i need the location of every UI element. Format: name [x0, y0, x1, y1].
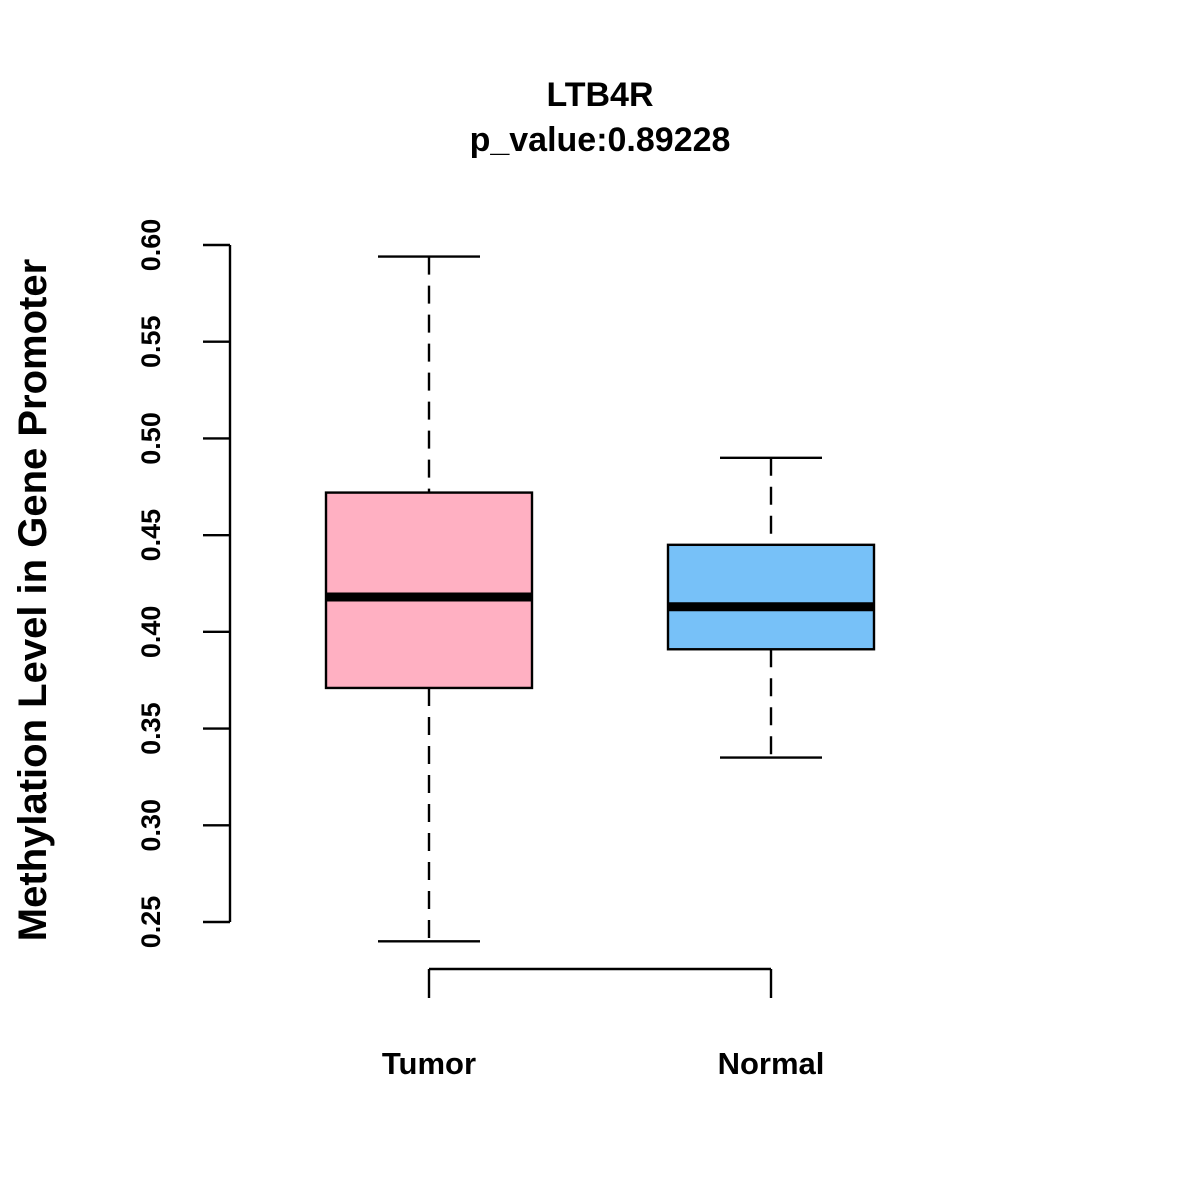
y-tick-label: 0.60: [136, 219, 166, 272]
y-axis: 0.25 0.30 0.35 0.40 0.45 0.50 0.55 0.60: [136, 219, 232, 949]
box-normal: [666, 456, 876, 759]
x-tick-label-normal: Normal: [718, 1046, 825, 1081]
y-tick-label: 0.35: [136, 702, 166, 755]
y-axis-label: Methylation Level in Gene Promoter: [11, 259, 55, 941]
box-tumor: [324, 255, 534, 943]
iqr-box: [666, 543, 876, 651]
x-tick-label-tumor: Tumor: [382, 1046, 476, 1081]
chart-title: LTB4R: [546, 76, 653, 114]
boxes-group: [324, 255, 876, 943]
y-tick-label: 0.40: [136, 606, 166, 659]
y-tick-label: 0.25: [136, 896, 166, 949]
y-tick-label: 0.55: [136, 315, 166, 368]
x-axis: Tumor Normal: [382, 967, 825, 1081]
iqr-box: [324, 491, 534, 690]
y-tick-label: 0.30: [136, 799, 166, 852]
y-tick-label: 0.50: [136, 412, 166, 465]
chart-subtitle: p_value:0.89228: [470, 121, 731, 159]
y-tick-label: 0.45: [136, 509, 166, 562]
